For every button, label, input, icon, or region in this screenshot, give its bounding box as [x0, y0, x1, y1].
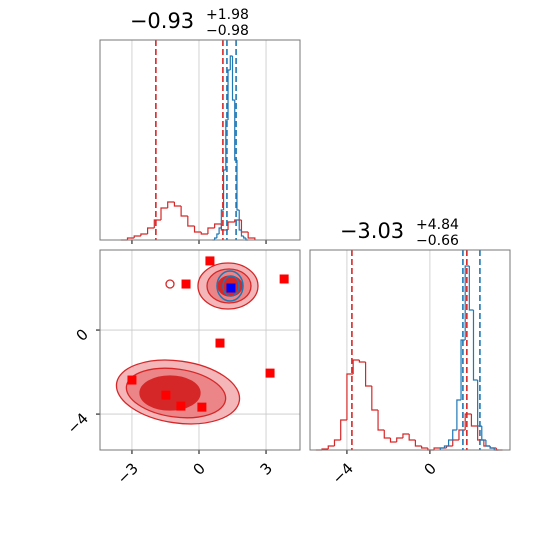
- histogram-step: [468, 266, 474, 311]
- histogram-step: [200, 232, 208, 235]
- histogram-step: [447, 439, 453, 446]
- point: [127, 375, 137, 385]
- y-tick-label: −4: [64, 409, 92, 437]
- point: [205, 256, 215, 266]
- histogram-step: [140, 233, 148, 236]
- histogram-step: [222, 169, 226, 210]
- panel-title: −3.03: [340, 219, 404, 243]
- histogram-step: [180, 206, 188, 217]
- histogram-step: [396, 437, 403, 442]
- histogram-step: [247, 232, 256, 240]
- histogram-step: [456, 399, 462, 430]
- histogram-step: [327, 445, 335, 449]
- point: [279, 274, 289, 284]
- histogram-step: [160, 207, 168, 220]
- point: [161, 390, 171, 400]
- contour: [222, 275, 240, 297]
- title-upper: +4.84: [416, 217, 459, 233]
- histogram-step: [153, 219, 162, 228]
- title-lower: −0.66: [416, 233, 459, 249]
- histogram-step: [383, 430, 391, 439]
- histogram-step: [458, 429, 466, 440]
- x-tick-label: −3: [114, 459, 142, 487]
- histogram-step: [443, 445, 449, 448]
- histogram-step: [452, 429, 457, 440]
- histogram-step: [243, 236, 246, 239]
- histogram-step: [477, 426, 484, 441]
- histogram-step: [173, 202, 182, 207]
- histogram-step: [216, 233, 220, 238]
- contours: [115, 262, 259, 425]
- x-tick-label: 0: [190, 459, 209, 478]
- panel-frame: [99, 39, 301, 241]
- histogram-step: [220, 209, 224, 228]
- histogram-step: [340, 419, 347, 440]
- point: [181, 279, 191, 289]
- x-tick-label: 3: [257, 459, 276, 478]
- histogram-step: [193, 226, 202, 233]
- histogram-step: [214, 223, 222, 228]
- histogram-step: [240, 230, 244, 237]
- histogram-step: [236, 160, 240, 211]
- histogram-step: [214, 237, 217, 240]
- histogram-step: [472, 310, 478, 381]
- point: [215, 338, 225, 348]
- histogram-step: [371, 386, 379, 411]
- histogram-step: [225, 119, 229, 170]
- panel-frame: [99, 249, 301, 451]
- histogram-step: [238, 210, 242, 231]
- point: [265, 368, 275, 378]
- histogram-step: [346, 373, 354, 420]
- x-tick-label: −4: [329, 459, 357, 487]
- histogram-step: [218, 227, 222, 234]
- histogram-step: [481, 426, 486, 441]
- point: [226, 283, 236, 293]
- histogram-step: [358, 360, 366, 363]
- histogram-step: [227, 221, 235, 230]
- histogram-step: [187, 216, 195, 227]
- point: [197, 402, 207, 412]
- histogram-step: [133, 235, 141, 238]
- title-lower: −0.98: [206, 23, 249, 39]
- histogram-step: [146, 227, 155, 234]
- panel-title: −0.93: [130, 9, 194, 33]
- histogram-step: [365, 362, 372, 387]
- histogram-step: [489, 446, 495, 449]
- y-tick-label: 0: [73, 325, 92, 344]
- histogram-step: [227, 69, 231, 120]
- histogram-step: [126, 237, 135, 240]
- histogram-step: [414, 440, 422, 447]
- histogram-step: [389, 438, 397, 443]
- histogram-step: [229, 55, 233, 70]
- panel-frame: [309, 249, 511, 451]
- x-tick-label: 0: [420, 459, 439, 478]
- histogram-step: [207, 227, 215, 234]
- histogram-step: [433, 447, 441, 450]
- histogram-step: [421, 446, 428, 449]
- histogram-step: [483, 440, 491, 447]
- histogram-step: [352, 359, 360, 374]
- histogram-step: [167, 201, 175, 208]
- histogram-step: [333, 439, 341, 446]
- histogram-step: [464, 265, 470, 340]
- histogram-step: [377, 410, 385, 431]
- histogram-step: [439, 447, 445, 450]
- histogram-step: [464, 413, 472, 430]
- contour: [165, 279, 175, 289]
- contour: [216, 270, 244, 302]
- point: [176, 401, 186, 411]
- histogram-step: [460, 339, 466, 400]
- histogram-step: [402, 433, 410, 438]
- histogram-step: [408, 434, 416, 441]
- histogram-step: [485, 440, 491, 447]
- histogram-step: [470, 414, 478, 427]
- histogram-step: [231, 56, 235, 101]
- title-upper: +1.98: [206, 7, 249, 23]
- histogram-step: [240, 220, 249, 233]
- histogram-step: [452, 439, 459, 446]
